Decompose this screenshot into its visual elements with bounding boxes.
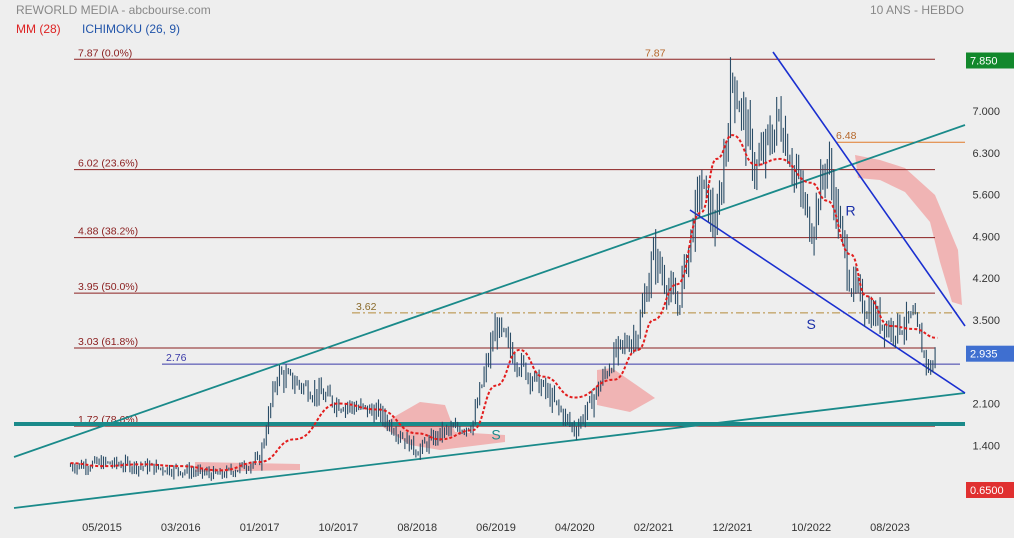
trendline — [772, 51, 966, 327]
trendline — [689, 209, 966, 394]
legend-ichimoku: ICHIMOKU (26, 9) — [82, 22, 181, 36]
ichimoku-cloud — [597, 368, 655, 412]
fib-label: 3.03 (61.8%) — [78, 336, 138, 348]
x-tick-label: 08/2023 — [870, 522, 910, 534]
ma-line — [70, 134, 938, 472]
y-tick-label: 4.900 — [972, 231, 1000, 243]
trendline — [13, 392, 966, 509]
top-price-badge-bg — [966, 52, 1014, 69]
fib-label: 6.02 (23.6%) — [78, 158, 138, 170]
y-tick-label: 4.200 — [972, 273, 1000, 285]
y-tick-label: 7.000 — [972, 106, 1000, 118]
fib-label: 3.95 (50.0%) — [78, 281, 138, 293]
bottom-price-badge-bg — [966, 482, 1014, 498]
trendlines-layer — [13, 51, 966, 509]
annotations-layer: R S S — [491, 203, 855, 443]
annotation-label: R — [846, 203, 856, 219]
price-layer — [69, 57, 936, 481]
x-tick-label: 05/2015 — [82, 522, 122, 534]
fib-label: 4.88 (38.2%) — [78, 226, 138, 238]
last-price-badge: 2.935 — [970, 349, 998, 361]
timeframe-label: 10 ANS - HEBDO — [869, 3, 964, 17]
fib-label: 7.87 (0.0%) — [78, 47, 132, 59]
level-label: 7.87 — [645, 47, 666, 59]
fibonacci-layer: 7.87 (0.0%) 6.02 (23.6%) 4.88 (38.2%) 3.95 … — [74, 47, 935, 427]
y-tick-label: 6.300 — [972, 148, 1000, 160]
legend-ma: MM (28) — [16, 22, 61, 36]
last-price-badge-bg — [966, 345, 1014, 362]
trendline — [13, 124, 966, 458]
levels-layer: 7.87 6.48 3.62 2.76 — [162, 47, 965, 365]
level-label: 3.62 — [356, 301, 377, 313]
y-tick-label: 1.400 — [972, 440, 1000, 452]
x-tick-label: 03/2016 — [161, 522, 201, 534]
x-tick-label: 01/2017 — [240, 522, 280, 534]
x-tick-label: 10/2017 — [319, 522, 359, 534]
annotation-label: S — [807, 316, 816, 332]
y-tick-label: 2.100 — [972, 399, 1000, 411]
x-tick-label: 02/2021 — [634, 522, 674, 534]
x-tick-label: 10/2022 — [791, 522, 831, 534]
x-tick-label: 08/2018 — [397, 522, 437, 534]
chart-title: REWORLD MEDIA - abcbourse.com — [16, 3, 211, 17]
annotation-label: S — [491, 426, 500, 442]
top-price-badge: 7.850 — [970, 56, 998, 68]
level-label: 6.48 — [836, 130, 857, 142]
x-tick-label: 12/2021 — [713, 522, 753, 534]
bottom-price-badge: 0.6500 — [970, 485, 1004, 497]
x-tick-label: 06/2019 — [476, 522, 516, 534]
ma-layer — [70, 134, 938, 472]
y-tick-label: 5.600 — [972, 190, 1000, 202]
y-tick-label: 3.500 — [972, 315, 1000, 327]
level-label: 2.76 — [166, 352, 187, 364]
x-tick-label: 04/2020 — [555, 522, 595, 534]
ichimoku-cloud — [855, 155, 962, 305]
axes-layer: 7.000 6.300 5.600 4.900 4.200 3.500 2.100 1.400… — [82, 52, 1014, 534]
